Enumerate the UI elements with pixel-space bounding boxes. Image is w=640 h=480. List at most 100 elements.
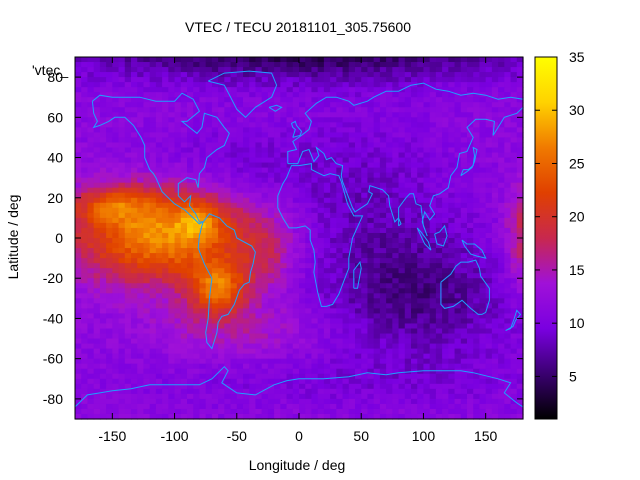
heatmap-cell: [361, 313, 369, 320]
heatmap-cell: [124, 353, 132, 360]
heatmap-cell: [162, 97, 169, 103]
heatmap-cell: [280, 363, 288, 370]
heatmap-cell: [379, 308, 387, 315]
heatmap-cell: [448, 353, 456, 360]
heatmap-cell: [510, 308, 518, 315]
heatmap-cell: [243, 182, 250, 189]
heatmap-cell: [261, 388, 269, 395]
heatmap-cell: [367, 207, 375, 214]
heatmap-cell: [311, 207, 319, 214]
heatmap-cell: [193, 358, 201, 365]
heatmap-cell: [218, 323, 225, 330]
heatmap-cell: [249, 217, 257, 224]
heatmap-cell: [274, 388, 281, 395]
heatmap-cell: [355, 393, 362, 400]
heatmap-cell: [87, 227, 95, 234]
heatmap-cell: [317, 358, 325, 365]
heatmap-cell: [199, 187, 207, 194]
heatmap-cell: [149, 107, 157, 113]
heatmap-cell: [106, 248, 113, 254]
heatmap-cell: [168, 398, 176, 405]
heatmap-cell: [467, 77, 474, 83]
heatmap-cell: [330, 107, 337, 113]
heatmap-cell: [199, 172, 207, 179]
heatmap-cell: [274, 248, 281, 254]
heatmap-cell: [460, 82, 468, 88]
heatmap-cell: [180, 77, 188, 83]
heatmap-cell: [330, 308, 337, 315]
heatmap-cell: [168, 82, 176, 88]
heatmap-cell: [255, 353, 263, 360]
heatmap-cell: [149, 202, 157, 209]
heatmap-cell: [168, 293, 176, 299]
heatmap-cell: [361, 97, 369, 103]
heatmap-cell: [311, 393, 319, 400]
heatmap-cell: [311, 132, 319, 139]
heatmap-cell: [149, 92, 157, 98]
heatmap-cell: [355, 67, 362, 73]
heatmap-cell: [155, 353, 163, 360]
heatmap-cell: [236, 197, 244, 204]
heatmap-cell: [299, 268, 306, 274]
heatmap-cell: [355, 57, 362, 63]
heatmap-cell: [361, 92, 369, 98]
heatmap-cell: [81, 202, 89, 209]
heatmap-cell: [81, 217, 89, 224]
heatmap-cell: [205, 333, 213, 340]
heatmap-cell: [168, 142, 176, 149]
heatmap-cell: [137, 353, 145, 360]
heatmap-cell: [180, 92, 188, 98]
heatmap-cell: [498, 273, 505, 279]
heatmap-cell: [404, 162, 412, 169]
heatmap-cell: [435, 373, 443, 380]
heatmap-cell: [454, 122, 462, 128]
heatmap-cell: [398, 383, 406, 390]
heatmap-cell: [199, 102, 207, 108]
heatmap-cell: [93, 248, 101, 254]
heatmap-cell: [392, 187, 400, 194]
heatmap-cell: [124, 212, 132, 219]
heatmap-cell: [485, 152, 493, 159]
heatmap-cell: [392, 62, 400, 68]
heatmap-cell: [336, 227, 344, 234]
heatmap-cell: [504, 127, 512, 134]
heatmap-cell: [429, 67, 437, 73]
heatmap-cell: [112, 162, 120, 169]
heatmap-cell: [348, 87, 356, 93]
heatmap-cell: [411, 172, 418, 179]
heatmap-cell: [143, 197, 151, 204]
heatmap-cell: [143, 343, 151, 350]
heatmap-cell: [255, 187, 263, 194]
heatmap-cell: [442, 248, 449, 254]
heatmap-cell: [491, 378, 499, 385]
heatmap-cell: [286, 87, 294, 93]
heatmap-cell: [187, 388, 194, 395]
heatmap-cell: [180, 162, 188, 169]
heatmap-cell: [292, 147, 300, 154]
heatmap-cell: [75, 232, 82, 239]
heatmap-cell: [373, 107, 381, 113]
heatmap-cell: [155, 157, 163, 164]
heatmap-cell: [292, 62, 300, 68]
heatmap-cell: [311, 117, 319, 123]
heatmap-cell: [448, 212, 456, 219]
heatmap-cell: [143, 308, 151, 315]
heatmap-cell: [355, 142, 362, 149]
heatmap-cell: [392, 313, 400, 320]
heatmap-cell: [131, 72, 138, 78]
heatmap-cell: [305, 398, 313, 405]
heatmap-cell: [348, 348, 356, 355]
heatmap-cell: [473, 202, 481, 209]
heatmap-cell: [448, 388, 456, 395]
heatmap-cell: [323, 393, 331, 400]
heatmap-cell: [75, 212, 82, 219]
heatmap-cell: [448, 313, 456, 320]
heatmap-cell: [323, 363, 331, 370]
heatmap-cell: [510, 187, 518, 194]
heatmap-cell: [124, 202, 132, 209]
heatmap-cell: [236, 303, 244, 309]
heatmap-cell: [81, 97, 89, 103]
heatmap-cell: [149, 177, 157, 184]
heatmap-cell: [498, 278, 505, 284]
heatmap-cell: [155, 338, 163, 345]
